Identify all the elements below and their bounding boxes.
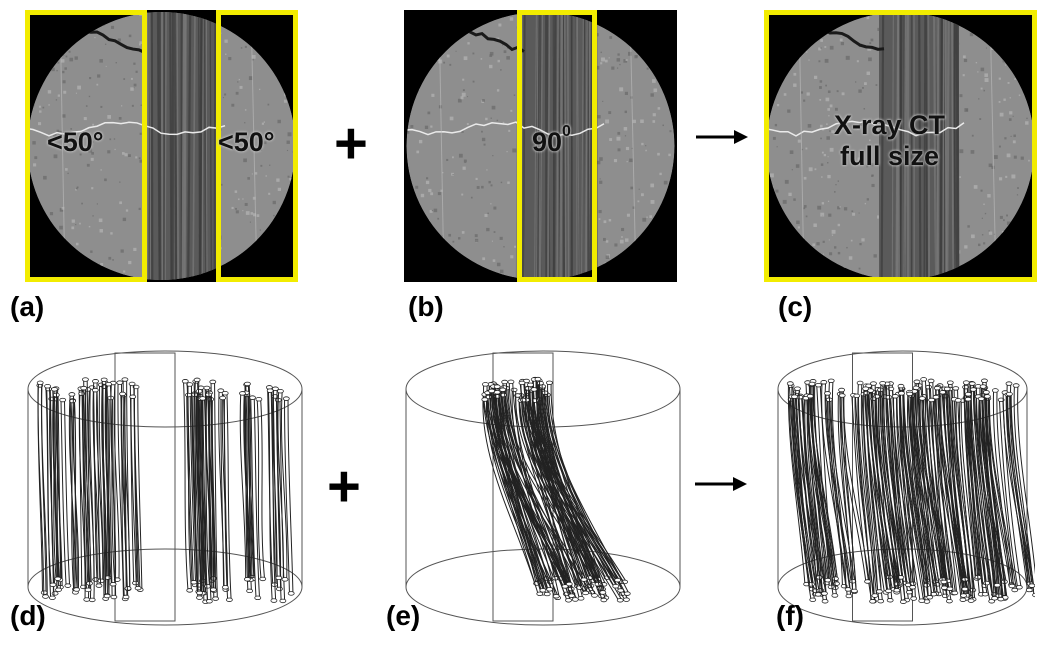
highlight-box-left-a <box>25 10 147 282</box>
fiber-cylinder-f <box>777 350 1035 626</box>
ct-label-c-line2: full size <box>840 141 940 171</box>
angle-label-right-a: <50° <box>218 127 275 157</box>
angle-label-b: 900 <box>532 123 571 158</box>
panel-label-d: (d) <box>10 600 46 631</box>
highlight-box-full-c <box>764 10 1037 282</box>
panel-label-e: (e) <box>386 600 421 631</box>
ct-slice-c <box>764 10 1037 282</box>
ct-disc-c <box>766 12 1035 280</box>
ct-disc-a <box>27 12 296 280</box>
angle-label-left-a: <50° <box>47 127 104 157</box>
panel-label-f: (f) <box>776 600 804 631</box>
plus-sign-bottom: + <box>327 454 361 519</box>
fiber-cylinder-e <box>405 350 681 626</box>
angle-value-b: 90 <box>532 127 563 157</box>
fiber-cylinder-d <box>27 350 303 626</box>
ct-disc-b <box>406 12 675 280</box>
panel-label-c: (c) <box>778 291 813 322</box>
angle-sup-b: 0 <box>562 123 571 140</box>
panel-label-a: (a) <box>10 291 45 322</box>
ct-slice-a <box>25 10 298 282</box>
ct-slice-b <box>404 10 677 282</box>
highlight-box-center-b <box>517 10 597 282</box>
arrow-top-shape <box>696 130 748 144</box>
panel-label-b: (b) <box>408 291 444 322</box>
plus-sign-top: + <box>334 111 368 176</box>
arrow-right-icon <box>695 474 747 494</box>
highlight-box-right-a <box>216 10 298 282</box>
arrow-right-icon <box>696 127 748 147</box>
ct-label-c: X-ray CT full size <box>834 110 945 172</box>
ct-label-c-line1: X-ray CT <box>834 110 946 140</box>
arrow-bottom-shape <box>695 477 747 491</box>
